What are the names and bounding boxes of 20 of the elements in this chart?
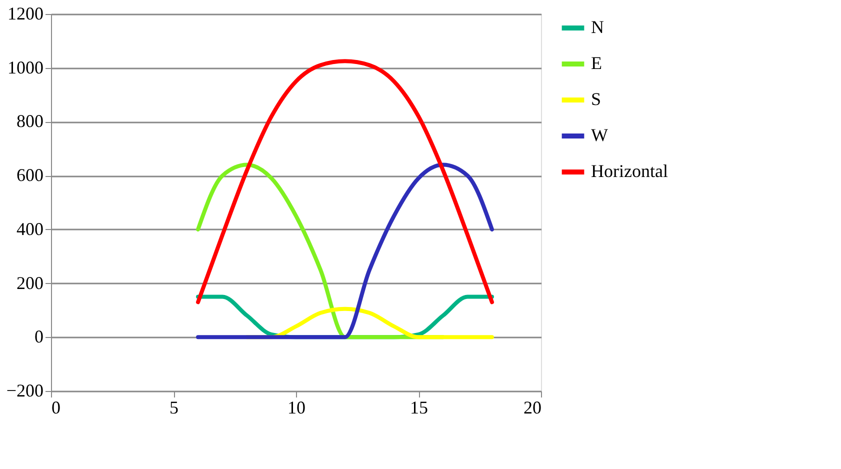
x-tick-label: 20 — [524, 398, 542, 418]
x-tick-label: 10 — [288, 398, 306, 418]
legend-label: N — [591, 17, 604, 37]
y-tick-label: 800 — [16, 111, 44, 132]
x-tick-label: 0 — [52, 398, 60, 418]
legend-label: Horizontal — [591, 161, 668, 181]
line-series — [196, 59, 494, 304]
y-tick-label: 200 — [16, 272, 44, 293]
y-tick-label: 1000 — [8, 57, 44, 78]
y-tick-label: 1200 — [8, 4, 44, 24]
legend-label: S — [591, 89, 602, 109]
legend-label: W — [591, 125, 608, 145]
x-tick-label: 15 — [410, 398, 428, 418]
y-tick-label: −200 — [6, 380, 44, 400]
y-tick-label: 600 — [16, 165, 44, 186]
x-tick-label: 5 — [170, 398, 178, 418]
line-series — [196, 162, 494, 340]
y-tick-label: 400 — [16, 218, 44, 239]
y-tick-label: 0 — [34, 326, 44, 347]
legend-label: E — [591, 53, 602, 73]
